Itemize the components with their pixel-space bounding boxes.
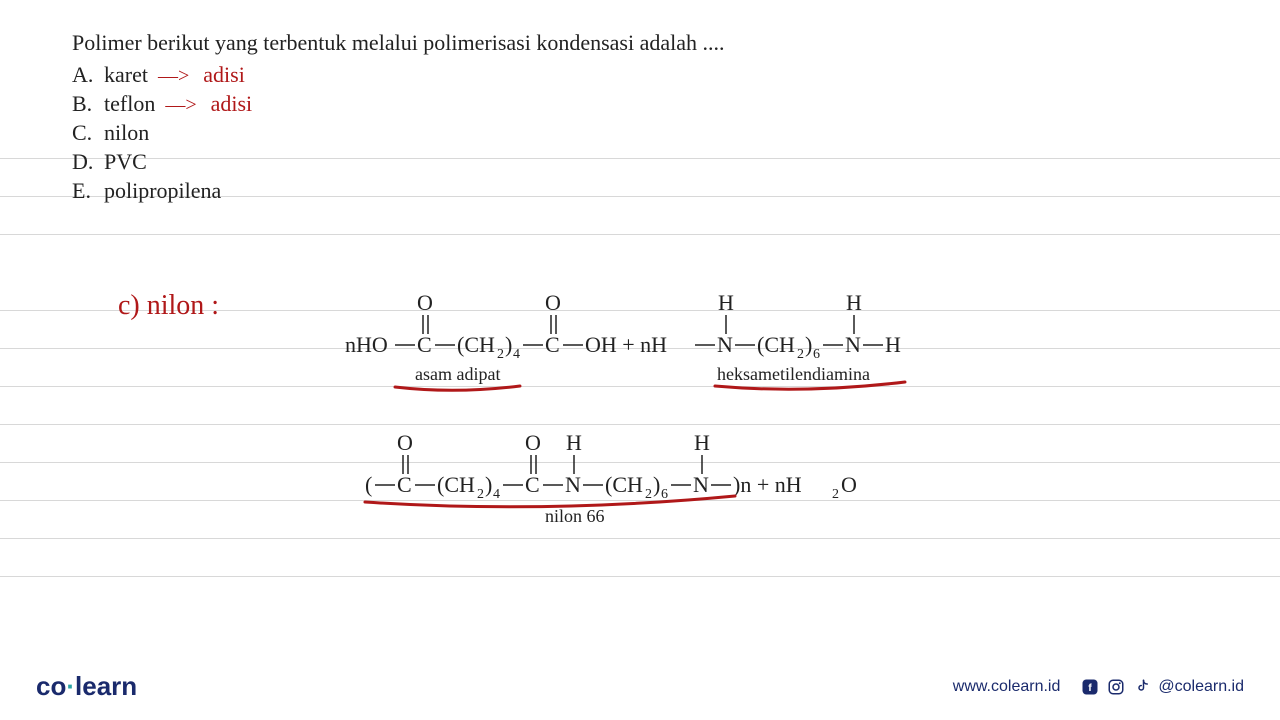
svg-text:(CH: (CH <box>757 332 795 357</box>
option-row: B.teflon —> adisi <box>72 91 1220 117</box>
svg-text:C: C <box>545 332 560 357</box>
logo-dot: · <box>66 671 75 701</box>
arrow-icon: —> <box>158 65 189 88</box>
svg-text:): ) <box>653 472 660 497</box>
handwritten-annotation: adisi <box>203 62 245 88</box>
svg-text:H: H <box>694 430 710 455</box>
svg-text:(: ( <box>365 472 372 497</box>
svg-text:6: 6 <box>661 487 668 502</box>
svg-text:4: 4 <box>513 347 520 362</box>
svg-text:(CH: (CH <box>605 472 643 497</box>
question-block: Polimer berikut yang terbentuk melalui p… <box>72 30 1220 207</box>
instagram-icon[interactable] <box>1106 677 1126 697</box>
svg-text:f: f <box>1089 681 1093 693</box>
svg-text:(CH: (CH <box>437 472 475 497</box>
option-text: karet <box>104 62 148 88</box>
svg-text:4: 4 <box>493 487 500 502</box>
handwritten-annotation: adisi <box>211 91 253 117</box>
facebook-icon[interactable]: f <box>1080 677 1100 697</box>
footer: co·learn www.colearn.id f @colearn.id <box>0 671 1280 702</box>
handwritten-answer-label: c) nilon : <box>118 290 219 322</box>
svg-text:)n + nH: )n + nH <box>733 472 802 497</box>
svg-text:6: 6 <box>813 347 820 362</box>
option-row: C.nilon <box>72 120 1220 146</box>
svg-text:H: H <box>846 290 862 315</box>
svg-text:): ) <box>805 332 812 357</box>
footer-url[interactable]: www.colearn.id <box>953 678 1061 696</box>
logo-co: co <box>36 671 66 701</box>
question-text: Polimer berikut yang terbentuk melalui p… <box>72 30 1220 56</box>
svg-text:N: N <box>693 472 709 497</box>
option-row: E.polipropilena <box>72 178 1220 204</box>
svg-text:nHO: nHO <box>345 332 388 357</box>
svg-text:C: C <box>525 472 540 497</box>
svg-text:O: O <box>841 472 857 497</box>
svg-text:): ) <box>505 332 512 357</box>
option-row: A.karet —> adisi <box>72 62 1220 88</box>
option-letter: E. <box>72 178 104 204</box>
svg-text:O: O <box>545 290 561 315</box>
svg-text:2: 2 <box>497 347 504 362</box>
svg-text:OH + nH: OH + nH <box>585 332 667 357</box>
option-letter: D. <box>72 149 104 175</box>
svg-text:N: N <box>845 332 861 357</box>
svg-text:O: O <box>525 430 541 455</box>
svg-text:H: H <box>718 290 734 315</box>
svg-text:2: 2 <box>832 487 839 502</box>
option-text: polipropilena <box>104 178 221 204</box>
svg-text:H: H <box>566 430 582 455</box>
arrow-icon: —> <box>165 94 196 117</box>
tiktok-icon[interactable] <box>1132 677 1152 697</box>
logo-learn: learn <box>75 671 137 701</box>
svg-text:C: C <box>417 332 432 357</box>
handle-text: @colearn.id <box>1158 678 1244 696</box>
svg-text:2: 2 <box>797 347 804 362</box>
svg-text:(CH: (CH <box>457 332 495 357</box>
svg-text:O: O <box>417 290 433 315</box>
svg-text:2: 2 <box>477 487 484 502</box>
reactant1-label: asam adipat <box>415 364 500 384</box>
svg-text:): ) <box>485 472 492 497</box>
option-letter: A. <box>72 62 104 88</box>
option-row: D.PVC <box>72 149 1220 175</box>
svg-text:N: N <box>717 332 733 357</box>
option-text: PVC <box>104 149 147 175</box>
footer-handle: f @colearn.id <box>1080 677 1244 697</box>
reactant2-label: heksametilendiamina <box>717 364 870 384</box>
option-letter: C. <box>72 120 104 146</box>
product-label: nilon 66 <box>545 506 605 526</box>
option-letter: B. <box>72 91 104 117</box>
option-text: nilon <box>104 120 149 146</box>
option-text: teflon <box>104 91 155 117</box>
svg-text:C: C <box>397 472 412 497</box>
chemistry-figure: nHO C O (CH 2 ) 4 C O OH + nH N H (CH 2 … <box>345 282 1125 587</box>
svg-text:2: 2 <box>645 487 652 502</box>
svg-text:H: H <box>885 332 901 357</box>
logo: co·learn <box>36 671 137 702</box>
svg-text:O: O <box>397 430 413 455</box>
svg-text:N: N <box>565 472 581 497</box>
